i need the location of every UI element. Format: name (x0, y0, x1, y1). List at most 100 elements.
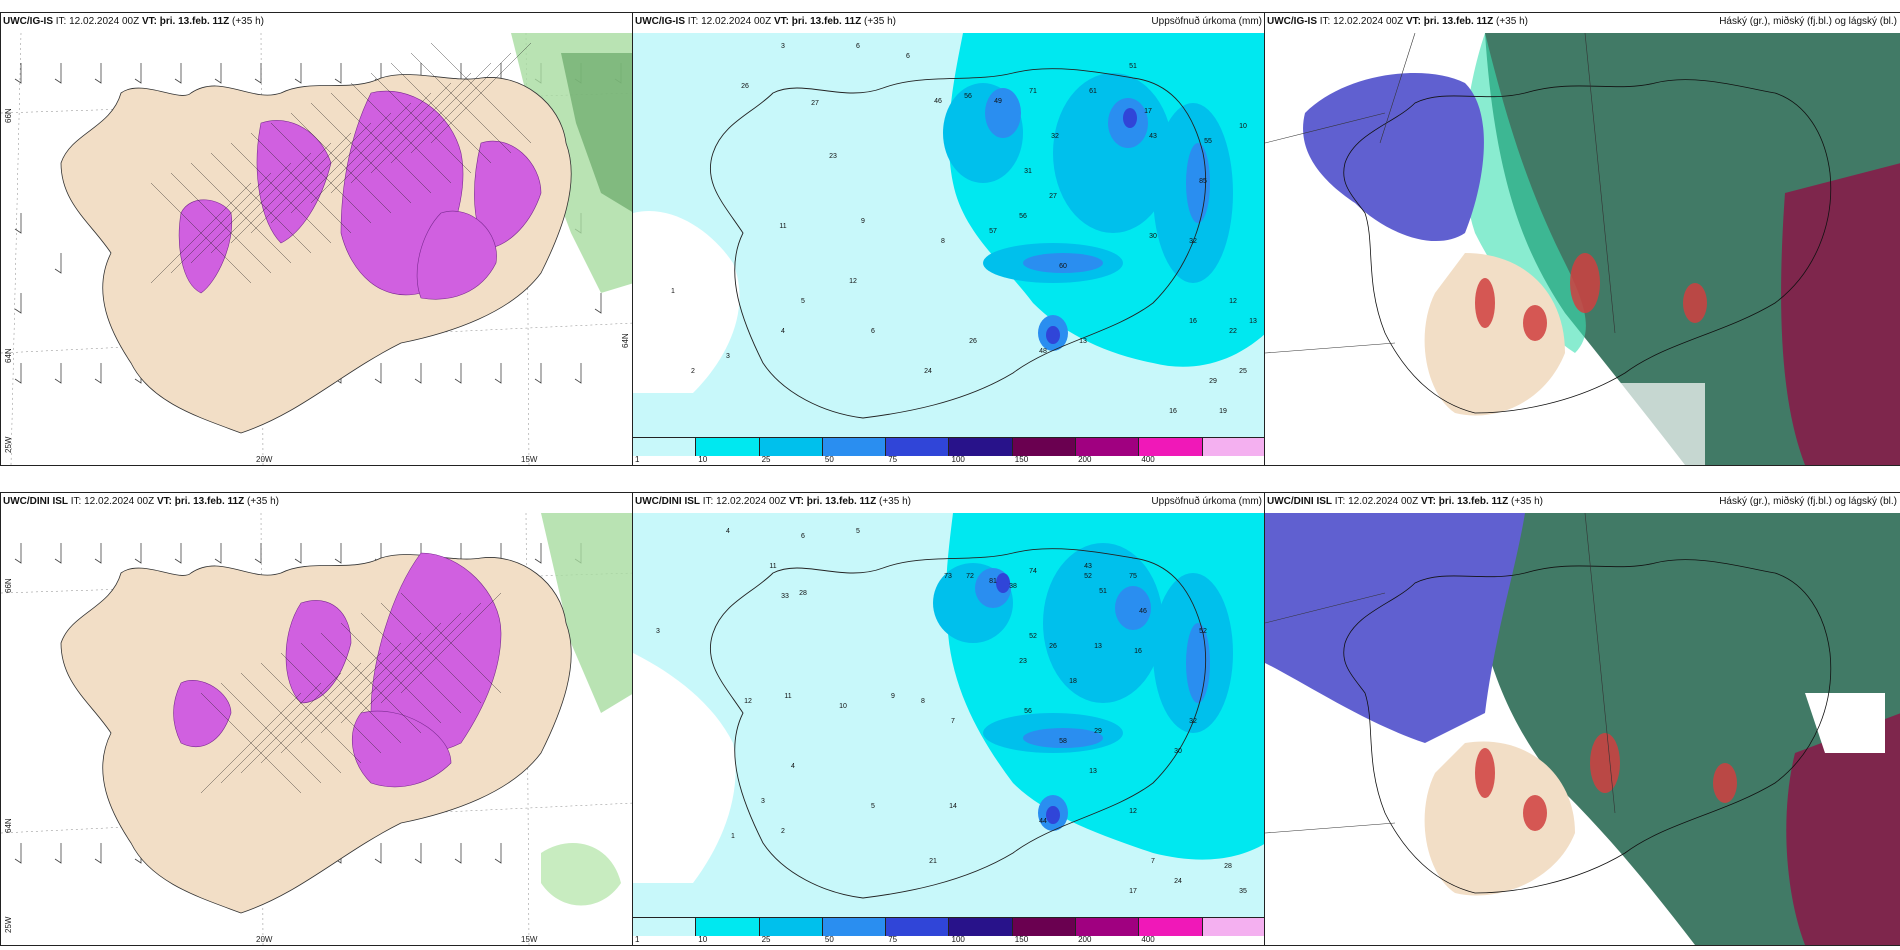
svg-text:12: 12 (1229, 298, 1237, 305)
svg-text:52: 52 (1029, 633, 1037, 640)
lon-20-label: 20W (256, 935, 273, 944)
legend-swatch (759, 438, 823, 456)
lon-25-label: 25W (4, 916, 13, 933)
svg-text:29: 29 (1209, 378, 1217, 385)
svg-text:6: 6 (871, 328, 875, 335)
legend-swatch (1202, 918, 1266, 936)
legend-swatch (1139, 438, 1203, 456)
svg-text:12: 12 (1129, 808, 1137, 815)
svg-text:4: 4 (791, 763, 795, 770)
svg-text:26: 26 (741, 83, 749, 90)
legend-swatch (633, 918, 697, 936)
lat-64-label: 64N (4, 348, 13, 363)
panel-title: UWC/DINI ISL IT: 12.02.2024 00Z VT: þri.… (635, 496, 911, 507)
svg-text:18: 18 (1069, 678, 1077, 685)
panel-title: UWC/IG-IS IT: 12.02.2024 00Z VT: þri. 13… (635, 16, 896, 27)
svg-text:3: 3 (781, 43, 785, 50)
svg-text:52: 52 (1084, 573, 1092, 580)
svg-text:21: 21 (929, 858, 937, 865)
svg-text:32: 32 (1189, 238, 1197, 245)
panel-title: UWC/IG-IS IT: 12.02.2024 00Z VT: þri. 13… (1267, 16, 1528, 27)
legend-swatch (1076, 918, 1140, 936)
svg-text:27: 27 (1049, 193, 1057, 200)
svg-text:51: 51 (1099, 588, 1107, 595)
legend-swatch (949, 918, 1013, 936)
svg-text:71: 71 (1029, 88, 1037, 95)
svg-text:35: 35 (1239, 888, 1247, 895)
snow-map (1, 33, 634, 465)
lon-15-label: 15W (521, 935, 538, 944)
svg-text:5: 5 (871, 803, 875, 810)
panel-precip-dini: UWC/DINI ISL IT: 12.02.2024 00Z VT: þri.… (632, 492, 1267, 946)
svg-text:13: 13 (1249, 318, 1257, 325)
legend-label: 150 (1014, 935, 1029, 944)
lat-64-label: 64N (4, 818, 13, 833)
svg-text:8: 8 (921, 698, 925, 705)
cloud-map (1265, 513, 1900, 945)
svg-text:22: 22 (1229, 328, 1237, 335)
lon-20-label: 20W (256, 455, 273, 464)
svg-text:28: 28 (1224, 863, 1232, 870)
svg-text:3: 3 (656, 628, 660, 635)
lon-25-label: 25W (4, 436, 13, 453)
svg-text:16: 16 (1169, 408, 1177, 415)
svg-text:12: 12 (744, 698, 752, 705)
svg-text:38: 38 (1009, 583, 1017, 590)
svg-text:61: 61 (1089, 88, 1097, 95)
legend-swatch (886, 438, 950, 456)
svg-text:30: 30 (1174, 748, 1182, 755)
svg-text:11: 11 (784, 693, 791, 700)
svg-text:4: 4 (726, 528, 730, 535)
legend-label: 1 (635, 455, 640, 464)
legend-label: 100 (951, 935, 965, 944)
legend-swatch (1012, 918, 1077, 936)
svg-text:1: 1 (671, 288, 675, 295)
svg-text:26: 26 (1049, 643, 1057, 650)
panel-subtitle: Uppsöfnuð úrkoma (mm) (1151, 496, 1262, 507)
svg-text:24: 24 (924, 368, 932, 375)
svg-text:75: 75 (1129, 573, 1137, 580)
svg-text:3: 3 (726, 353, 730, 360)
svg-text:3: 3 (761, 798, 765, 805)
legend-label: 25 (761, 935, 771, 944)
lon-15-label: 15W (521, 455, 538, 464)
legend-swatch (1139, 918, 1203, 936)
legend-swatch (886, 918, 950, 936)
legend-swatch (633, 438, 697, 456)
svg-text:9: 9 (861, 218, 865, 225)
legend-label: 200 (1078, 935, 1092, 944)
svg-text:13: 13 (1089, 768, 1097, 775)
svg-text:5: 5 (856, 528, 860, 535)
legend-swatch (759, 918, 823, 936)
svg-text:12: 12 (849, 278, 857, 285)
panel-subtitle: Uppsöfnuð úrkoma (mm) (1151, 16, 1262, 27)
precip-legend: 1 10 25 50 75 100 150 200 400 (633, 917, 1266, 945)
svg-text:17: 17 (1129, 888, 1137, 895)
legend-swatch (822, 438, 887, 456)
lat-66-label: 66N (4, 578, 13, 593)
svg-text:28: 28 (799, 590, 807, 597)
legend-swatch (949, 438, 1013, 456)
legend-swatch (1202, 438, 1266, 456)
svg-text:9: 9 (891, 693, 895, 700)
svg-text:49: 49 (994, 98, 1002, 105)
svg-text:81: 81 (989, 578, 997, 585)
svg-text:1: 1 (731, 833, 735, 840)
svg-text:25: 25 (1239, 368, 1247, 375)
legend-label: 25 (761, 455, 771, 464)
cloud-map (1265, 33, 1900, 465)
svg-text:31: 31 (1024, 168, 1032, 175)
svg-text:57: 57 (989, 228, 997, 235)
svg-text:24: 24 (1174, 878, 1182, 885)
svg-text:16: 16 (1134, 648, 1142, 655)
legend-label: 150 (1014, 455, 1029, 464)
svg-text:48: 48 (1039, 348, 1047, 355)
svg-text:27: 27 (811, 100, 819, 107)
panel-subtitle: Háský (gr.), miðský (fj.bl.) og lágský (… (1719, 16, 1897, 27)
svg-text:56: 56 (1024, 708, 1032, 715)
svg-text:11: 11 (779, 223, 786, 230)
svg-text:7: 7 (951, 718, 955, 725)
svg-text:17: 17 (1144, 108, 1152, 115)
svg-text:72: 72 (966, 573, 974, 580)
